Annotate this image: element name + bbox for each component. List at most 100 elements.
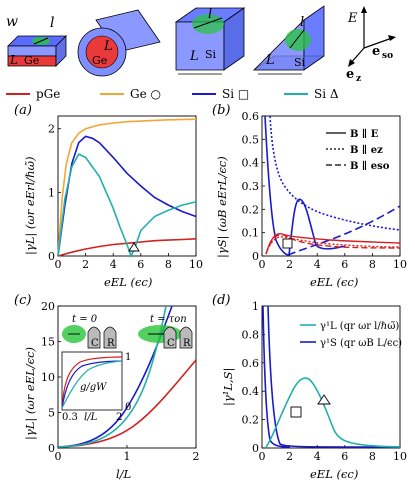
panel-d-legend: γ¹L (qr ωr l/ℏω̃) γ¹S (qr ωB L/ϵc)	[300, 321, 402, 349]
panel-c-ylabel: |γL| (ωr eEL/ϵc)	[23, 347, 38, 440]
square-marker	[282, 238, 293, 249]
legend-d-gammaL: γ¹L (qr ωr l/ℏω̃)	[320, 321, 399, 332]
square-marker-d	[290, 406, 302, 418]
illustration-si-prism: l L Si	[252, 5, 326, 75]
label-R1: R	[107, 338, 115, 349]
label-ge: Ge	[24, 54, 39, 67]
legend-si-square: Si □	[222, 87, 249, 101]
inset-ylabel: g/gW	[80, 382, 107, 393]
inset-x0: 0.3	[62, 412, 78, 423]
y-tick-label: 0.2	[242, 203, 260, 216]
panel-b-ylabel: |γS| (ωB eErL/ϵc)	[215, 156, 230, 258]
panel-d: (d) 0 2 4 6 8 10 0 0.2 0.4 0.6 0.8 1 γ¹L (qr ωr l/ℏ…	[212, 293, 407, 481]
series-line	[57, 118, 197, 257]
y-tick-label: 0.4	[242, 385, 260, 398]
panel-a-xlabel: eEL (ϵc)	[104, 275, 152, 289]
panel-b-xlabel: eEL (ϵc)	[310, 275, 358, 289]
panel-a-ylabel: |γL| (ωr eErl/ℏω̃)	[23, 157, 38, 255]
y-tick-label: 0.8	[242, 328, 260, 341]
y-tick-label: 20	[41, 300, 55, 313]
panel-d-ticks: 0 2 4 6 8 10 0 0.2 0.4 0.6 0.8 1	[242, 300, 408, 463]
panel-a-label: (a)	[14, 103, 32, 118]
label-l-prism: l	[300, 15, 304, 30]
inset-y0: 0	[125, 402, 131, 413]
coordinate-axes: E e so e z	[346, 6, 396, 84]
label-L-prism: L	[265, 53, 275, 68]
label-ge-cyl: Ge	[92, 54, 107, 67]
illustration-ge-cylinder: L Ge	[77, 9, 161, 77]
triangle-marker-d	[317, 394, 331, 405]
x-tick-label: 0	[259, 450, 266, 463]
panel-a: (a) 0 2 4 6 8 10 0 1 2 eEL (ϵc) |γL| (ωr eErl/ℏω…	[14, 103, 203, 289]
y-tick-label: 0	[252, 250, 259, 263]
y-tick-label: 2	[48, 123, 55, 136]
panel-c-xlabel: l/L	[116, 467, 131, 481]
inset-xlabel: l/L	[84, 412, 98, 423]
y-tick-label: 1	[252, 300, 259, 313]
x-tick-label: 8	[369, 450, 376, 463]
y-tick-label: 10	[41, 371, 55, 384]
y-tick-label: 0.5	[242, 133, 260, 146]
label-R2: R	[183, 338, 191, 349]
x-tick-label: 2	[286, 450, 293, 463]
y-tick-label: 5	[48, 407, 55, 420]
y-tick-label: 0.3	[242, 180, 260, 193]
y-tick-label: 0	[48, 442, 55, 455]
illustration-ge-slab: w l L Ge	[6, 14, 67, 67]
x-tick-label: 8	[165, 258, 172, 271]
y-tick-label: 0	[252, 442, 259, 455]
x-tick-label: 2	[193, 450, 200, 463]
label-C1: C	[91, 338, 99, 349]
y-tick-label: 0.2	[242, 414, 260, 427]
x-tick-label: 6	[341, 258, 348, 271]
panel-d-xlabel: eEL (ϵc)	[310, 467, 358, 481]
panel-b-label: (b)	[212, 103, 230, 118]
inset-x1: 2	[116, 412, 122, 423]
axis-ez-label: e	[346, 67, 354, 82]
y-tick-label: 0	[48, 250, 55, 263]
x-tick-label: 0	[55, 450, 62, 463]
x-tick-label: 1	[124, 450, 131, 463]
axis-eso-sub: so	[382, 51, 393, 61]
axis-E-label: E	[347, 11, 358, 26]
y-tick-label: 1	[48, 186, 55, 199]
panel-b-legend: B ∥ E B ∥ ez B ∥ eso	[326, 128, 390, 172]
label-ton: t = τon	[150, 314, 187, 325]
x-tick-label: 0	[55, 258, 62, 271]
panel-d-series	[262, 306, 400, 448]
legend-si-triangle: Si Δ	[314, 87, 339, 101]
series-line	[57, 135, 197, 257]
y-tick-label: 0.6	[242, 357, 260, 370]
y-tick-label: 0.4	[242, 157, 260, 170]
panel-c-label: (c)	[14, 293, 31, 308]
label-L: L	[9, 53, 18, 67]
x-tick-label: 8	[369, 258, 376, 271]
series-line	[57, 238, 197, 257]
label-l-cube: l	[208, 7, 212, 22]
axis-ez-sub: z	[356, 74, 361, 84]
legend-b-parallel-E: B ∥ E	[350, 128, 379, 140]
x-tick-label: 4	[110, 258, 117, 271]
x-tick-label: 6	[137, 258, 144, 271]
label-C2: C	[167, 338, 175, 349]
legend-ge: Ge ○	[130, 87, 161, 101]
legend-b-parallel-eso: B ∥ eso	[350, 160, 390, 172]
x-tick-label: 2	[286, 258, 293, 271]
inset-y1: 1	[125, 352, 131, 363]
legend-d-gammaS: γ¹S (qr ωB L/ϵc)	[320, 338, 402, 349]
panel-b-series	[264, 116, 400, 256]
y-tick-label: 15	[41, 336, 55, 349]
y-tick-label: 0.1	[242, 227, 260, 240]
label-si-prism: Si	[294, 56, 306, 69]
label-L-cyl: L	[103, 39, 113, 54]
panel-a-ticks: 0 2 4 6 8 10 0 1 2	[48, 123, 203, 271]
x-tick-label: 10	[189, 258, 203, 271]
label-l: l	[50, 15, 54, 31]
series-line	[57, 153, 197, 259]
x-tick-label: 4	[314, 258, 321, 271]
x-tick-label: 6	[341, 450, 348, 463]
label-w: w	[6, 14, 18, 30]
label-L-cube: L	[189, 49, 199, 64]
